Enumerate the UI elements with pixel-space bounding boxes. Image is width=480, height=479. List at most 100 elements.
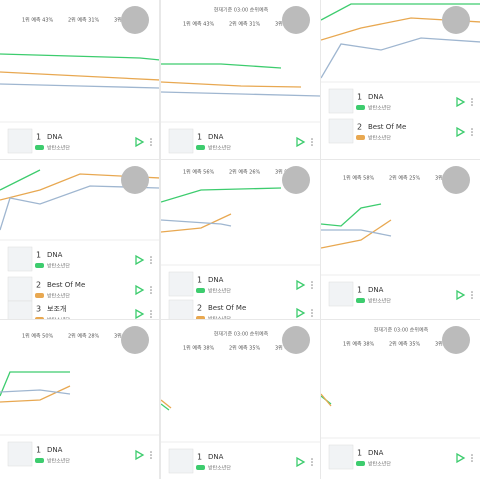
more-dot [150,313,152,315]
avatar-button [442,166,470,194]
badge [195,465,205,470]
legend-item: 2위 예측 31% [68,17,100,24]
legend-item: 1위 예측 50% [22,333,54,340]
artist: 방탄소년단 [368,298,391,305]
rank: 1 [357,449,362,458]
header: 현재기준 03:00 순위예측 [213,7,268,14]
artist: 방탄소년단 [208,316,231,320]
trend-line [321,219,392,249]
avatar-button [442,326,470,354]
badge [356,461,365,466]
song-title: DNA [47,251,63,259]
legend-item: 2위 예측 35% [389,341,421,348]
play-button [456,126,466,138]
song-title: DNA [208,133,224,141]
artist: 방탄소년단 [47,145,70,152]
trend-line [0,371,70,397]
trend-line [321,393,332,407]
more-dot [471,101,473,103]
rank: 1 [197,276,202,285]
legend-item: 2위 예측 25% [389,175,421,182]
more-dot [310,144,313,146]
more-dot [150,262,152,264]
more-dot [471,291,473,293]
song-title: DNA [208,276,224,284]
more-dot [150,144,152,146]
rank: 2 [357,123,362,132]
song-title: Best Of Me [208,304,246,312]
song-title: DNA [47,446,63,454]
more-dot [310,281,313,283]
play-button [456,289,466,301]
more-dot [310,312,313,314]
play-button [135,136,145,148]
artist: 방탄소년단 [47,293,70,300]
play-button [295,136,305,148]
play-button [295,307,305,319]
legend-item: 1위 예측 38% [183,345,215,352]
rank: 1 [36,251,41,260]
more-dot [471,294,473,296]
play-button [135,449,145,461]
more-dot [150,138,152,140]
avatar-button [121,6,149,34]
more-dot [310,461,313,463]
header: 현재기준 03:00 순위예측 [374,327,429,334]
play-button [295,279,305,291]
more-dot [150,289,152,291]
badge [195,288,205,293]
more-dot [471,457,473,459]
more-dot [471,134,473,136]
screenshot-panel: 1위 예측 56%2위 예측 26%3위 예측 18%1DNA방탄소년단2Bes… [160,160,320,320]
badge [195,316,205,319]
badge [356,135,365,140]
badge [35,145,44,150]
artist: 방탄소년단 [208,465,231,472]
avatar-button [281,326,310,354]
trend-line [160,187,281,203]
panel-canvas: 1위 예측 56%2위 예측 26%3위 예측 18%1DNA방탄소년단2Bes… [160,166,320,320]
album-thumb [328,118,354,144]
artist: 방탄소년단 [47,263,70,270]
song-title: DNA [368,449,384,457]
album-thumb [328,88,354,114]
badge [356,105,365,110]
artist: 방탄소년단 [47,317,70,320]
more-dot [310,458,313,460]
more-dot [471,131,473,133]
album-thumb [168,128,193,154]
legend-item: 2위 예측 31% [229,21,261,28]
artist: 방탄소년단 [368,105,391,112]
more-dot [150,454,152,456]
album-thumb [7,128,33,154]
panel-canvas: 1 DNA 방탄소년단 2 Best Of Me 방탄소년단 [321,3,480,144]
more-dot [471,454,473,456]
legend-item: 1위 예측 38% [343,341,375,348]
more-dot [310,315,313,317]
avatar-button [281,6,310,34]
trend-line [160,81,301,88]
avatar-button [442,6,470,34]
more-dot [150,256,152,258]
rank: 1 [197,133,202,142]
more-dot [150,141,152,143]
more-dot [150,286,152,288]
badge [35,263,44,268]
more-dot [310,309,313,311]
more-dot [150,451,152,453]
more-dot [471,98,473,100]
trend-line [160,91,320,97]
song-title: Best Of Me [47,281,85,289]
album-thumb [168,299,193,319]
album-thumb [328,281,354,307]
play-button [135,254,145,266]
legend-item: 1위 예측 43% [183,21,215,28]
album-thumb [7,300,33,319]
